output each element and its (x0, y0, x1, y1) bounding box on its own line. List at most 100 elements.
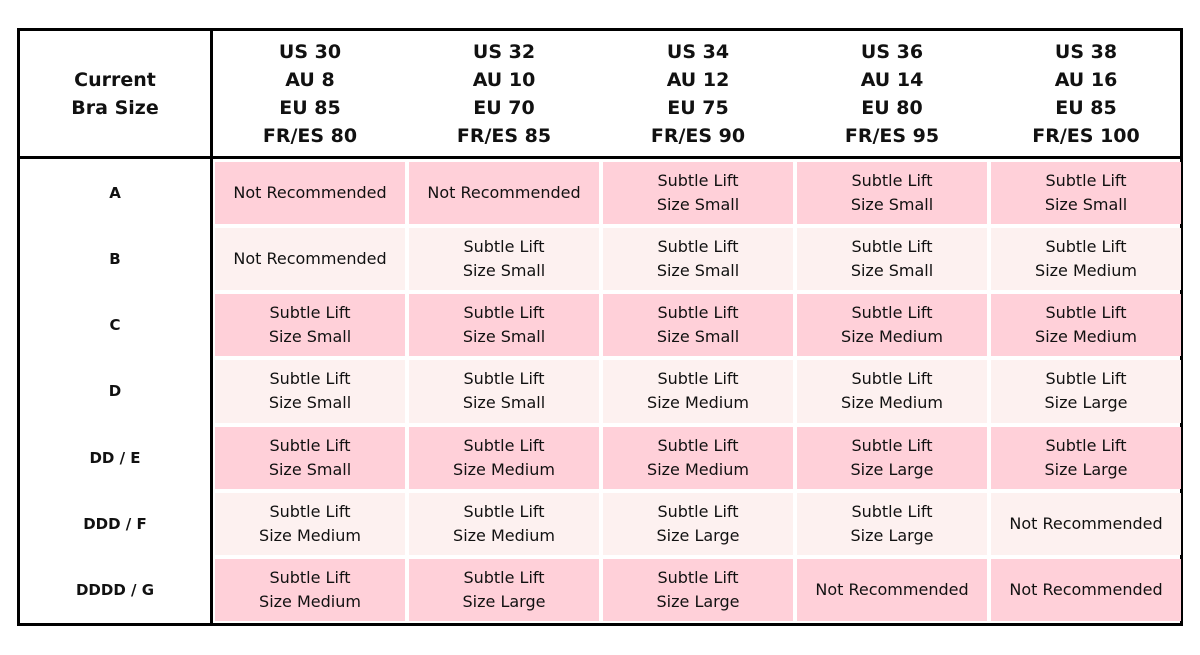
cell-line: Subtle Lift (463, 303, 545, 323)
column-header-line: EU 80 (861, 96, 923, 119)
column-header-line: US 36 (860, 40, 924, 63)
cell-line: Subtle Lift (851, 369, 933, 389)
cell-line: Not Recommended (233, 249, 387, 269)
size-cell: Subtle Lift Size Medium (603, 426, 793, 489)
row-label-text: DDDD / G (75, 580, 155, 599)
size-cell: Subtle Lift Size Large (991, 360, 1181, 423)
cell-line: Subtle Lift (1045, 303, 1127, 323)
cell-line: Subtle Lift (463, 369, 545, 389)
size-cell: Subtle Lift Size Small (797, 228, 987, 291)
corner-line: Current (74, 68, 156, 91)
cell-line: Subtle Lift (269, 501, 351, 521)
size-cell: Subtle Lift Size Small (603, 294, 793, 357)
row-label-text: D (108, 382, 122, 401)
cell-line: Not Recommended (815, 579, 969, 599)
size-cell: Subtle Lift Size Large (409, 558, 599, 621)
cell-line: Subtle Lift (657, 303, 739, 323)
row-label: B (20, 226, 210, 292)
cell-line: Size Small (462, 393, 546, 413)
size-cell: Subtle Lift Size Large (603, 492, 793, 555)
column-header: US 32 AU 10 EU 70 FR/ES 85 (407, 31, 601, 156)
cell-line: Subtle Lift (1045, 369, 1127, 389)
row-label-text: A (109, 184, 121, 203)
size-cell: Not Recommended (215, 162, 405, 225)
size-cell: Subtle Lift Size Small (215, 294, 405, 357)
column-header-line: US 38 (1054, 40, 1118, 63)
column-header-line: US 32 (472, 40, 536, 63)
size-cell: Subtle Lift Size Large (991, 426, 1181, 489)
cell-line: Subtle Lift (1045, 237, 1127, 257)
size-cell: Not Recommended (991, 558, 1181, 621)
size-cell: Subtle Lift Size Large (603, 558, 793, 621)
column-divider (210, 28, 213, 626)
cell-line: Size Medium (453, 525, 555, 545)
column-header-line: AU 10 (472, 68, 536, 91)
cell-line: Size Medium (647, 459, 749, 479)
row-label: DDDD / G (20, 557, 210, 623)
corner-header: Current Bra Size (20, 31, 210, 156)
cell-line: Size Medium (259, 591, 361, 611)
cell-line: Size Small (462, 261, 546, 281)
cell-line: Subtle Lift (269, 369, 351, 389)
size-cell: Not Recommended (215, 228, 405, 291)
size-cell: Subtle Lift Size Medium (797, 360, 987, 423)
column-header-line: AU 8 (285, 68, 335, 91)
size-cell: Subtle Lift Size Large (797, 426, 987, 489)
column-header: US 36 AU 14 EU 80 FR/ES 95 (795, 31, 989, 156)
cell-line: Size Medium (259, 525, 361, 545)
cell-line: Size Small (656, 195, 740, 215)
cell-line: Size Small (268, 459, 352, 479)
size-cell: Subtle Lift Size Medium (797, 294, 987, 357)
cell-line: Not Recommended (427, 183, 581, 203)
size-cell: Not Recommended (991, 492, 1181, 555)
cell-line: Subtle Lift (269, 567, 351, 587)
cell-line: Size Medium (647, 393, 749, 413)
cell-line: Subtle Lift (851, 237, 933, 257)
size-cell: Subtle Lift Size Medium (991, 228, 1181, 291)
cell-line: Size Small (656, 327, 740, 347)
cell-line: Size Small (850, 261, 934, 281)
cell-line: Size Small (268, 393, 352, 413)
column-header-line: US 34 (666, 40, 730, 63)
cell-line: Subtle Lift (851, 303, 933, 323)
column-header-line: EU 75 (667, 96, 729, 119)
cell-line: Not Recommended (233, 183, 387, 203)
column-header-line: FR/ES 90 (650, 124, 746, 147)
column-header-line: FR/ES 80 (262, 124, 358, 147)
size-cell: Subtle Lift Size Small (603, 228, 793, 291)
cell-line: Size Small (656, 261, 740, 281)
cell-line: Size Large (1044, 393, 1128, 413)
size-cell: Subtle Lift Size Small (409, 294, 599, 357)
cell-line: Subtle Lift (657, 171, 739, 191)
cell-line: Subtle Lift (851, 171, 933, 191)
cell-line: Subtle Lift (463, 435, 545, 455)
size-cell: Subtle Lift Size Medium (215, 558, 405, 621)
size-cell: Not Recommended (409, 162, 599, 225)
cell-line: Subtle Lift (463, 501, 545, 521)
cell-line: Size Large (656, 525, 740, 545)
column-header-line: EU 85 (279, 96, 341, 119)
cell-line: Not Recommended (1009, 579, 1163, 599)
cell-line: Size Small (850, 195, 934, 215)
cell-line: Subtle Lift (463, 567, 545, 587)
size-cell: Subtle Lift Size Medium (991, 294, 1181, 357)
column-header: US 34 AU 12 EU 75 FR/ES 90 (601, 31, 795, 156)
cell-line: Size Large (656, 591, 740, 611)
column-header-line: EU 85 (1055, 96, 1117, 119)
column-header-line: EU 70 (473, 96, 535, 119)
row-label: DDD / F (20, 491, 210, 557)
cell-line: Subtle Lift (1045, 435, 1127, 455)
table-border (17, 28, 1183, 626)
row-label: DD / E (20, 425, 210, 491)
row-label-text: DD / E (89, 448, 141, 467)
cell-line: Size Medium (841, 327, 943, 347)
size-cell: Not Recommended (797, 558, 987, 621)
cell-line: Subtle Lift (1045, 171, 1127, 191)
cell-line: Subtle Lift (657, 369, 739, 389)
size-cell: Subtle Lift Size Small (215, 426, 405, 489)
row-label: A (20, 160, 210, 226)
column-header-line: AU 12 (666, 68, 730, 91)
size-cell: Subtle Lift Size Medium (215, 492, 405, 555)
cell-line: Subtle Lift (851, 435, 933, 455)
